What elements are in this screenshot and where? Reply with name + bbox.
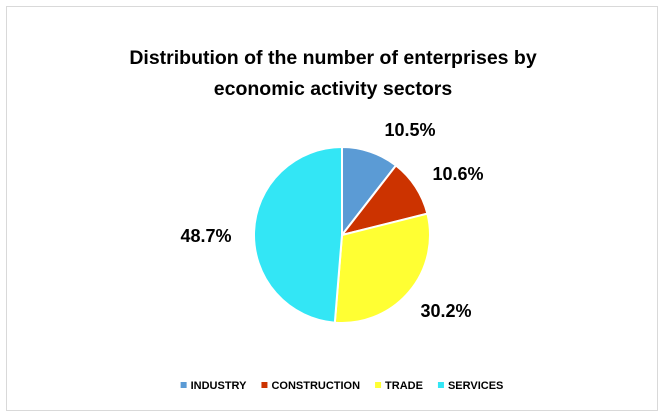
data-label-services: 48.7% — [180, 226, 231, 246]
chart-frame: Distribution of the number of enterprise… — [6, 6, 658, 411]
legend-label-industry: INDUSTRY — [191, 380, 247, 392]
legend-marker-trade — [375, 382, 382, 388]
legend-marker-construction — [261, 382, 268, 388]
data-labels: 10.5% 10.6% 30.2% 48.7% — [180, 120, 483, 321]
data-label-trade: 30.2% — [420, 301, 471, 321]
data-label-industry: 10.5% — [384, 120, 435, 140]
chart-title: Distribution of the number of enterprise… — [7, 43, 659, 105]
pie-slice-services — [252, 145, 343, 324]
legend-label-services: SERVICES — [448, 380, 503, 392]
pie-slices — [252, 145, 431, 324]
chart-title-line-2: economic activity sectors — [213, 78, 453, 100]
data-label-construction: 10.6% — [432, 164, 483, 184]
legend-label-trade: TRADE — [385, 380, 423, 392]
legend-marker-industry — [180, 382, 187, 388]
legend-marker-services — [437, 382, 444, 388]
legend-label-construction: CONSTRUCTION — [271, 380, 360, 392]
pie-slice-trade — [333, 212, 431, 324]
chart-title-line-1: Distribution of the number of enterprise… — [129, 47, 537, 69]
legend: INDUSTRY CONSTRUCTION TRADE SERVICES — [180, 380, 503, 392]
